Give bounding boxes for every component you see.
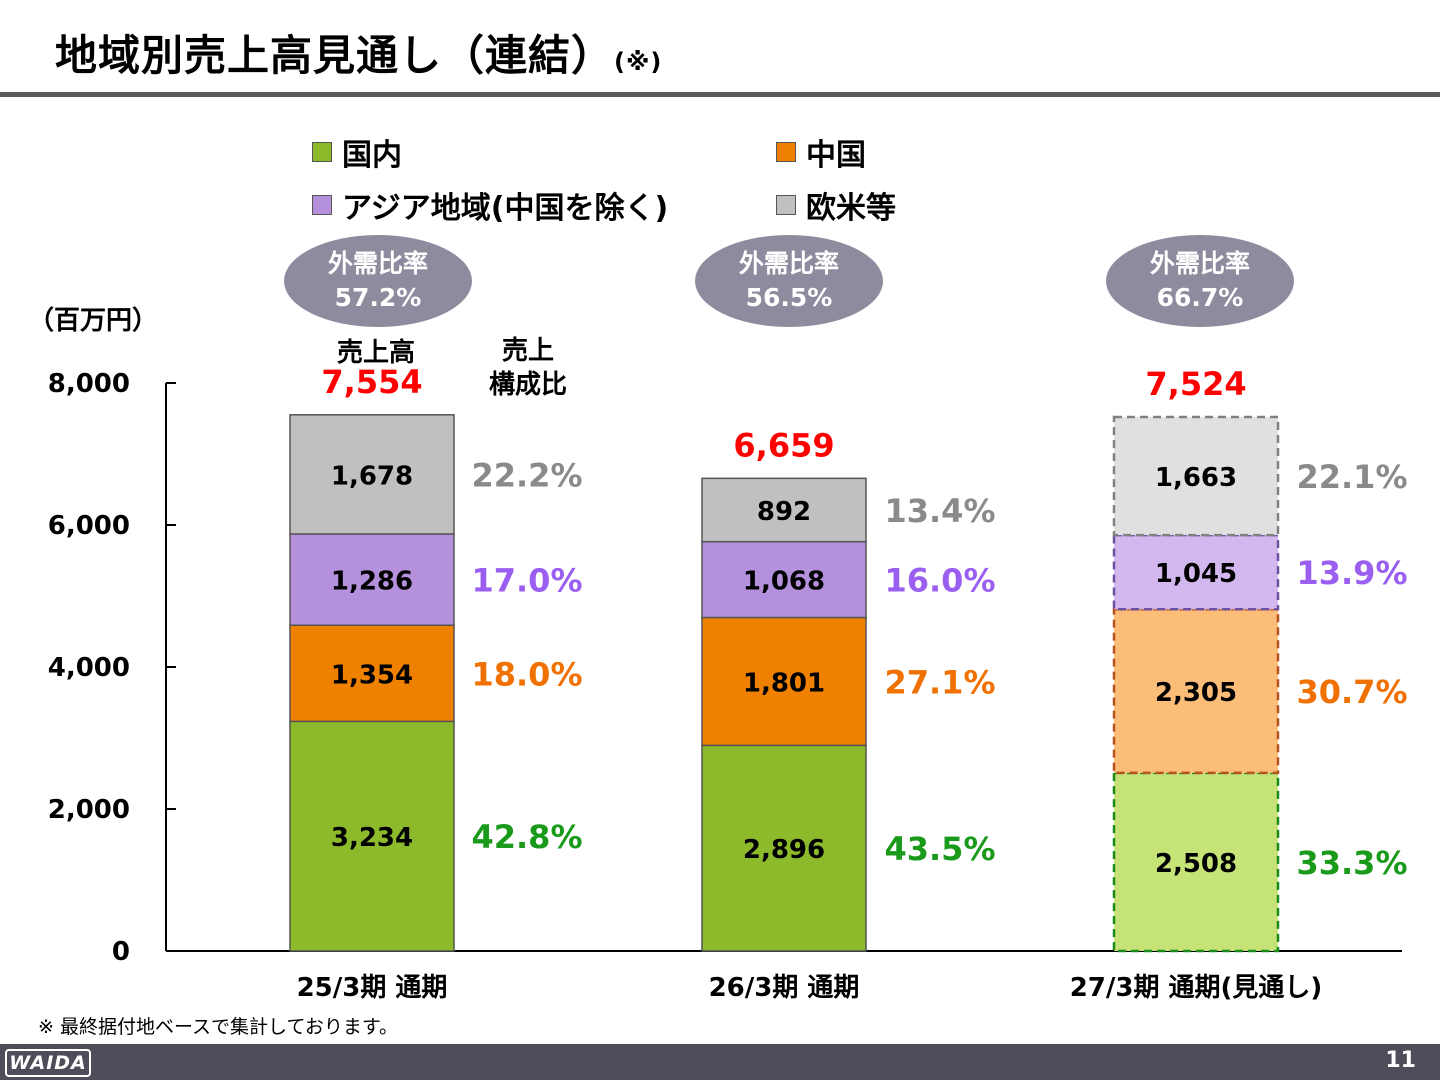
share-label: 33.3% [1296, 844, 1407, 882]
x-category-label: 27/3期 通期(見通し) [1070, 973, 1323, 1003]
legend-label-west: 欧米等 [806, 191, 896, 226]
footnote: ※ 最終据付地ベースで集計しております。 [38, 1016, 398, 1038]
y-tick-label: 0 [112, 937, 130, 967]
badge-value: 57.2% [334, 283, 422, 312]
bar-value-label: 1,286 [331, 567, 413, 597]
bar-segment [1112, 608, 1280, 775]
bar-segment [289, 414, 455, 535]
share-label: 22.1% [1296, 458, 1407, 496]
legend-item-asia: アジア地域(中国を除く) [312, 183, 668, 227]
y-tick-label: 4,000 [48, 653, 130, 683]
export-ratio-badge-26: 外需比率 56.5% [695, 235, 883, 327]
total-label: 7,524 [1145, 365, 1246, 403]
bar-value-label: 892 [757, 497, 811, 527]
title-divider [0, 92, 1440, 97]
bar-value-label: 1,068 [743, 567, 825, 597]
badge-label: 外需比率 [738, 249, 839, 278]
share-label: 13.9% [1296, 554, 1407, 592]
title-note: (※) [614, 48, 663, 76]
bar-segment [289, 533, 455, 627]
x-category-label: 25/3期 通期 [297, 973, 448, 1003]
share-label: 18.0% [471, 655, 582, 693]
footer-bar: WAIDA 11 [0, 1044, 1440, 1080]
share-label: 27.1% [884, 663, 995, 701]
export-ratio-badge-25: 外需比率 57.2% [284, 235, 472, 327]
share-label: 22.2% [471, 456, 582, 494]
legend-swatch-asia [312, 195, 332, 215]
badge-value: 56.5% [745, 283, 833, 312]
y-tick-label: 8,000 [48, 369, 130, 399]
bar-segment [701, 616, 867, 747]
legend-item-china: 中国 [776, 130, 866, 174]
page-title: 地域別売上高見通し（連結）(※) [55, 22, 662, 83]
bar-segment [701, 540, 867, 619]
legend-item-domestic: 国内 [312, 130, 402, 174]
bar-value-label: 1,678 [331, 461, 413, 491]
badge-label: 外需比率 [327, 249, 428, 278]
bar-segment [701, 477, 867, 543]
share-label: 30.7% [1296, 673, 1407, 711]
bar-value-label: 1,801 [743, 668, 825, 698]
badge-label: 外需比率 [1149, 249, 1250, 278]
legend-swatch-west [776, 195, 796, 215]
legend-swatch-china [776, 142, 796, 162]
share-label: 17.0% [471, 562, 582, 600]
legend-label-asia: アジア地域(中国を除く) [342, 191, 669, 226]
x-category-label: 26/3期 通期 [709, 973, 860, 1003]
page-number: 11 [1385, 1048, 1416, 1073]
total-label: 6,659 [733, 426, 834, 464]
share-label: 13.4% [884, 492, 995, 530]
bar-value-label: 2,896 [743, 835, 825, 865]
share-label: 42.8% [471, 818, 582, 856]
sales-header: 売上高 [336, 338, 415, 368]
company-logo: WAIDA [5, 1049, 91, 1077]
y-tick-label: 2,000 [48, 795, 130, 825]
bar-value-label: 2,508 [1155, 849, 1237, 879]
y-tick-label: 6,000 [48, 511, 130, 541]
bar-value-label: 1,045 [1155, 559, 1237, 589]
share-label: 43.5% [884, 830, 995, 868]
bar-value-label: 1,663 [1155, 463, 1237, 493]
composition-header-line1: 売上 [501, 336, 554, 366]
bar-segment [1112, 415, 1280, 537]
export-ratio-badge-27: 外需比率 66.7% [1106, 235, 1294, 327]
legend-label-china: 中国 [806, 138, 866, 173]
legend-label-domestic: 国内 [342, 138, 402, 173]
composition-header: 売上 構成比 [478, 334, 578, 402]
total-label: 7,554 [321, 363, 422, 401]
bar-segment [701, 744, 867, 952]
bar-value-label: 2,305 [1155, 678, 1237, 708]
unit-label: （百万円） [28, 306, 159, 336]
legend-item-west: 欧米等 [776, 183, 896, 227]
bar-segment [289, 624, 455, 723]
page-title-text: 地域別売上高見通し（連結） [55, 31, 615, 80]
bar-segment [1112, 533, 1280, 611]
sales-stacked-bar-chart: 0 2,000 4,000 6,000 8,000 3,234 42.8% 1,354 18.0… [48, 363, 1408, 1003]
bar-segment [289, 720, 455, 952]
legend-swatch-domestic [312, 142, 332, 162]
bar-value-label: 1,354 [331, 660, 413, 690]
badge-value: 66.7% [1156, 283, 1244, 312]
share-label: 16.0% [884, 562, 995, 600]
bar-value-label: 3,234 [331, 823, 413, 853]
composition-header-line2: 構成比 [488, 370, 567, 400]
